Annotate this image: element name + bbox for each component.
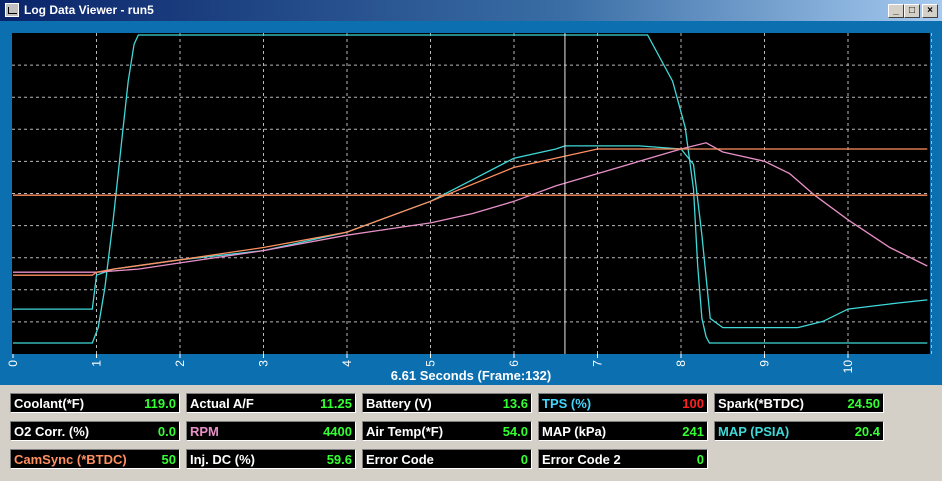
readout-label: RPM	[190, 424, 219, 439]
x-tick-label: 1	[90, 360, 104, 367]
readout-value: 13.6	[502, 396, 528, 411]
chart-app-icon[interactable]	[5, 3, 19, 17]
readout-value: 0	[696, 452, 704, 467]
readout-value: 0	[520, 452, 528, 467]
readout-rpm: RPM 4400	[186, 421, 356, 441]
readout-value: 59.6	[326, 452, 352, 467]
readout-label: Battery (V)	[366, 396, 432, 411]
window-title: Log Data Viewer - run5	[24, 3, 154, 17]
x-tick-label: 3	[257, 360, 271, 367]
readout-actual-a-f: Actual A/F 11.25	[186, 393, 356, 413]
readout-label: Inj. DC (%)	[190, 452, 255, 467]
title-bar[interactable]: Log Data Viewer - run5 _ □ ×	[0, 0, 942, 21]
log-plot[interactable]: 0 1 2 3 4 5 6 7 8 9 10	[0, 21, 942, 385]
readout-label: Spark(*BTDC)	[718, 396, 804, 411]
x-tick-label: 0	[6, 360, 20, 367]
readout-label: Error Code	[366, 452, 434, 467]
readout-camsync-btdc: CamSync (*BTDC) 50	[10, 449, 180, 469]
readout-value: 50	[161, 452, 176, 467]
readout-o2-corr: O2 Corr. (%) 0.0	[10, 421, 180, 441]
x-tick-label: 5	[424, 360, 438, 367]
series-line-spark	[13, 148, 928, 276]
readout-value: 241	[682, 424, 704, 439]
readout-value: 0.0	[157, 424, 176, 439]
readout-map-kpa: MAP (kPa) 241	[538, 421, 708, 441]
readout-map-psia: MAP (PSIA) 20.4	[714, 421, 884, 441]
readout-label: MAP (PSIA)	[718, 424, 790, 439]
readout-label: TPS (%)	[542, 396, 592, 411]
close-button[interactable]: ×	[922, 4, 938, 18]
plot-grid	[12, 33, 932, 354]
series-line-rpm	[13, 142, 928, 273]
readout-value: 100	[682, 396, 704, 411]
x-axis-ticks: 0 1 2 3 4 5 6 7 8 9 10	[6, 354, 855, 373]
x-tick-label: 4	[340, 360, 354, 367]
series-line-map_psia	[13, 145, 928, 329]
maximize-button[interactable]: □	[904, 4, 920, 18]
readout-value: 4400	[323, 424, 352, 439]
readout-spark-btdc: Spark(*BTDC) 24.50	[714, 393, 884, 413]
minimize-button[interactable]: _	[888, 4, 904, 18]
x-tick-label: 9	[758, 360, 772, 367]
readout-label: Actual A/F	[190, 396, 254, 411]
readout-value: 24.50	[847, 396, 880, 411]
x-tick-label: 7	[591, 360, 605, 367]
readout-tps: TPS (%) 100	[538, 393, 708, 413]
readout-battery-v: Battery (V) 13.6	[362, 393, 532, 413]
readout-error-code-2: Error Code 2 0	[538, 449, 708, 469]
x-tick-label: 2	[173, 360, 187, 367]
readout-label: Air Temp(*F)	[366, 424, 444, 439]
readout-value: 11.25	[320, 396, 352, 411]
readout-value: 20.4	[854, 424, 880, 439]
plot-series	[13, 34, 928, 344]
x-tick-label: 10	[841, 360, 855, 374]
readout-value: 119.0	[144, 396, 176, 411]
readout-air-temp-f: Air Temp(*F) 54.0	[362, 421, 532, 441]
readout-inj-dc: Inj. DC (%) 59.6	[186, 449, 356, 469]
series-line-tps	[13, 34, 928, 344]
readout-value: 54.0	[502, 424, 528, 439]
readout-label: CamSync (*BTDC)	[14, 452, 127, 467]
x-tick-label: 8	[674, 360, 688, 367]
readout-label: Error Code 2	[542, 452, 621, 467]
readout-error-code: Error Code 0	[362, 449, 532, 469]
readout-label: O2 Corr. (%)	[14, 424, 90, 439]
readout-coolant-f: Coolant(*F) 119.0	[10, 393, 180, 413]
log-plot-panel: 0 1 2 3 4 5 6 7 8 9 10 6.61 Seconds (Frame:132)	[0, 21, 942, 385]
x-tick-label: 6	[507, 360, 521, 367]
cursor-time-caption: 6.61 Seconds (Frame:132)	[390, 368, 552, 383]
readout-label: Coolant(*F)	[14, 396, 85, 411]
readout-label: MAP (kPa)	[542, 424, 607, 439]
